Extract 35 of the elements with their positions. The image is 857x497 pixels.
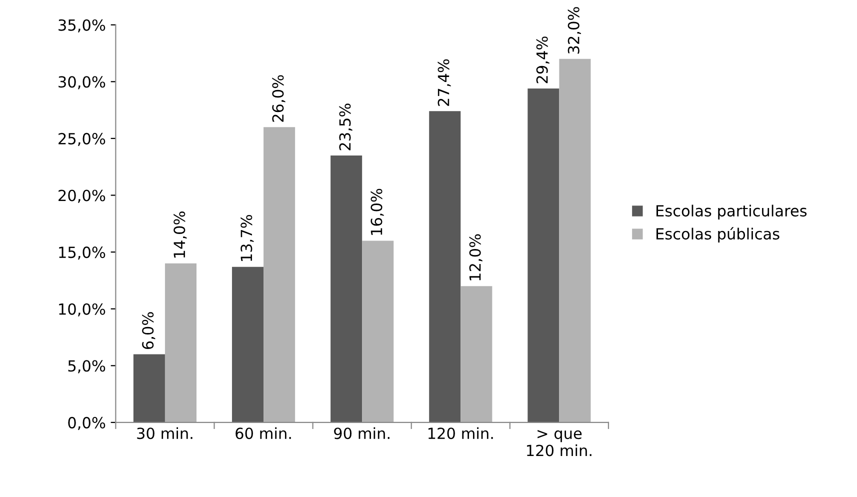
y-tick-label: 5,0% — [68, 360, 106, 374]
y-tick-label: 35,0% — [58, 19, 106, 32]
data-label: 23,5% — [339, 104, 352, 150]
bar — [330, 155, 362, 422]
data-label: 27,4% — [438, 59, 451, 106]
y-tick-label: 30,0% — [58, 76, 106, 90]
bar — [559, 58, 591, 422]
data-label: 13,7% — [240, 214, 254, 261]
y-tick-label: 10,0% — [59, 303, 106, 316]
x-tick-label: 90 min. — [334, 427, 390, 440]
bar — [429, 111, 461, 422]
legend-label: Escolas públicas — [656, 227, 780, 243]
bar — [164, 263, 197, 422]
bar — [528, 88, 560, 422]
data-label: 16,0% — [370, 188, 384, 235]
y-tick-label: 0,0% — [68, 416, 106, 430]
bar — [133, 354, 165, 422]
bar — [264, 127, 296, 422]
x-tick-label: 30 min. — [137, 427, 192, 440]
data-label: 32,0% — [568, 7, 581, 54]
x-tick-label: 60 min. — [236, 427, 291, 440]
bar — [232, 266, 264, 422]
data-label: 26,0% — [272, 75, 286, 122]
y-tick-label: 25,0% — [58, 132, 106, 146]
x-tick-label: 120 min. — [428, 427, 493, 440]
data-label: 29,4% — [536, 36, 550, 84]
y-tick-label: 20,0% — [58, 190, 106, 203]
data-label: 6,0% — [142, 312, 156, 350]
x-tick-label: > que 120 min. — [527, 430, 592, 456]
data-label: 14,0% — [174, 212, 187, 258]
y-tick-label: 15,0% — [59, 246, 106, 260]
legend-label: Escolas particulares — [656, 204, 807, 220]
data-label: 12,0% — [469, 234, 482, 280]
bar — [460, 286, 492, 422]
bar — [362, 240, 394, 422]
